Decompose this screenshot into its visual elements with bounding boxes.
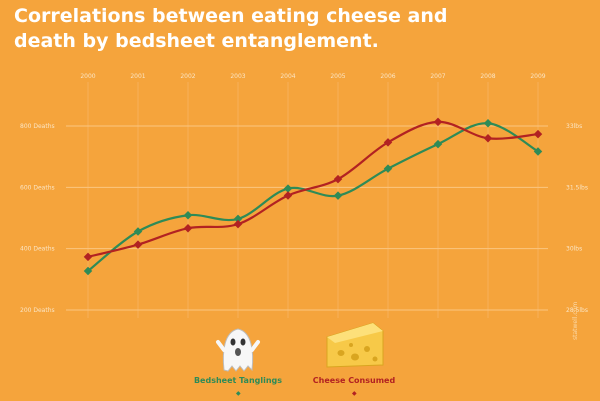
data-point-cheese (483, 134, 493, 143)
x-tick-label: 2002 (180, 73, 195, 80)
right-tick-label: 30lbs (566, 246, 582, 253)
right-tick-label: 31.5lbs (566, 184, 588, 191)
data-point-cheese (283, 191, 293, 200)
right-tick-label: 28.5lbs (566, 307, 588, 314)
left-tick-label: 800 Deaths (20, 123, 55, 130)
data-point-bedsheet (383, 164, 393, 173)
ghost-icon (216, 328, 260, 372)
legend-label-bedsheet: Bedsheet Tanglings (193, 376, 283, 385)
data-point-cheese (333, 174, 343, 184)
x-tick-label: 2007 (430, 73, 445, 80)
data-point-cheese (533, 129, 543, 139)
left-tick-label: 400 Deaths (20, 246, 55, 253)
right-tick-label: 33lbs (566, 123, 582, 130)
legend-label-cheese: Cheese Consumed (312, 376, 396, 385)
cheese-icon (326, 322, 384, 368)
watermark: statwell.com (572, 301, 579, 340)
data-point-bedsheet (483, 118, 493, 128)
data-point-bedsheet (233, 214, 243, 224)
x-tick-label: 2005 (330, 73, 345, 80)
left-tick-label: 600 Deaths (20, 184, 55, 191)
data-point-cheese (133, 240, 143, 249)
x-tick-label: 2001 (130, 73, 145, 80)
data-point-bedsheet (133, 227, 143, 236)
x-tick-label: 2004 (280, 73, 295, 80)
x-tick-label: 2009 (530, 73, 545, 80)
data-point-cheese (183, 223, 193, 233)
data-point-bedsheet (433, 139, 443, 149)
left-tick-label: 200 Deaths (20, 307, 55, 314)
series-line-bedsheet (86, 122, 540, 273)
data-point-cheese (383, 138, 393, 147)
data-point-bedsheet (333, 191, 343, 200)
data-point-bedsheet (83, 266, 93, 276)
legend-marker-cheese: ◆ (352, 390, 357, 397)
chart-title: Correlations between eating cheese and d… (14, 5, 448, 52)
data-point-bedsheet (283, 184, 293, 193)
data-point-cheese (233, 219, 243, 229)
series-line-cheese (86, 120, 540, 258)
data-point-bedsheet (183, 210, 193, 220)
legend-marker-bedsheet: ◆ (236, 390, 241, 397)
x-tick-label: 2006 (380, 73, 395, 80)
x-tick-label: 2008 (480, 73, 495, 80)
data-point-cheese (433, 117, 443, 127)
x-tick-label: 2003 (230, 73, 245, 80)
x-tick-label: 2000 (80, 73, 95, 80)
data-point-cheese (83, 252, 93, 262)
